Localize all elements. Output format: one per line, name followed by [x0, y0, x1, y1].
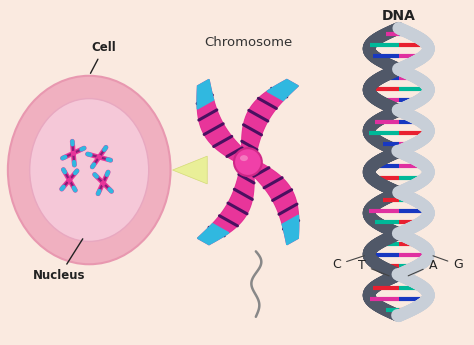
Polygon shape [198, 159, 254, 245]
Text: Cell: Cell [91, 41, 117, 73]
Text: Nucleus: Nucleus [33, 239, 86, 282]
Text: C: C [332, 256, 365, 271]
Text: A: A [408, 258, 437, 276]
Text: G: G [433, 256, 463, 271]
Circle shape [234, 148, 262, 176]
Text: DNA: DNA [382, 9, 416, 23]
Polygon shape [242, 79, 298, 165]
Polygon shape [282, 215, 299, 245]
Polygon shape [197, 79, 254, 165]
Polygon shape [267, 79, 298, 100]
Polygon shape [173, 156, 207, 184]
Text: T: T [358, 258, 389, 276]
Ellipse shape [8, 76, 171, 264]
Polygon shape [197, 79, 214, 109]
Text: Chromosome: Chromosome [204, 36, 292, 49]
Ellipse shape [30, 99, 149, 241]
Polygon shape [198, 224, 229, 245]
Polygon shape [242, 159, 299, 245]
Ellipse shape [240, 155, 248, 161]
